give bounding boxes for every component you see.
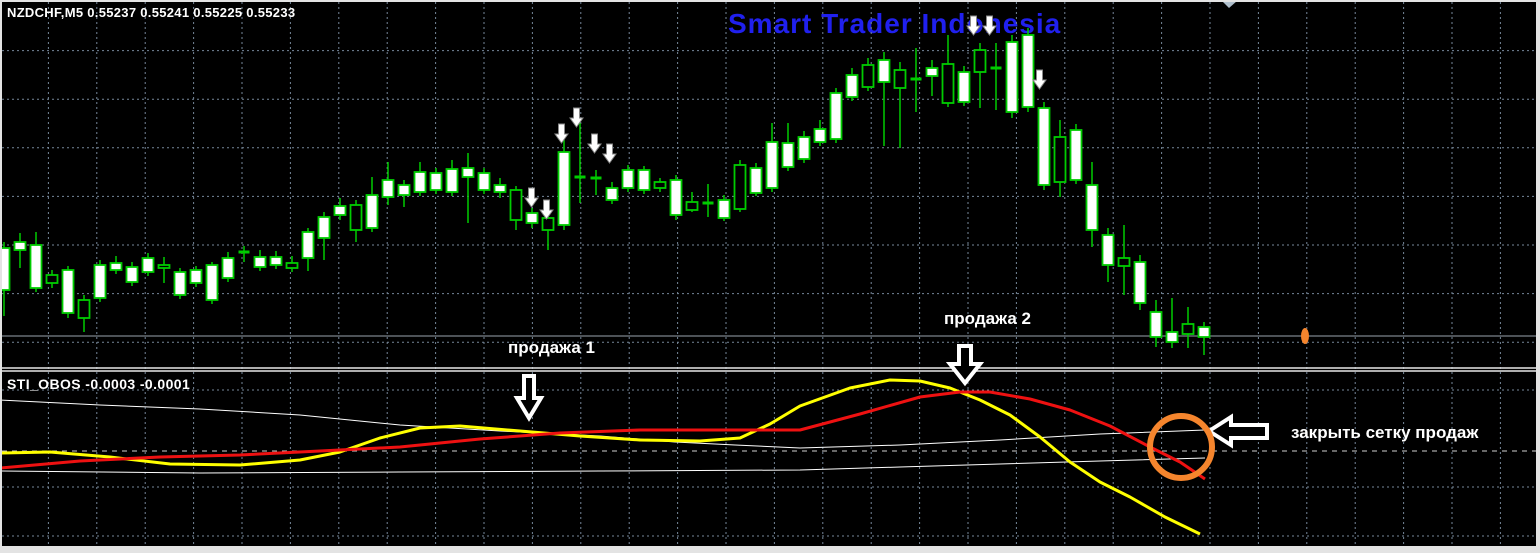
white-lower-line [2,457,1206,474]
grid-lines [2,2,1536,546]
red-signal-line [2,390,1206,481]
markers [1147,2,1309,481]
symbol-ohlc-header: NZDCHF,M5 0.55237 0.55241 0.55225 0.5523… [7,5,296,20]
watermark-text: Smart Trader Indonesia [728,8,1062,39]
orange-price-marker [1301,328,1309,344]
sell-arrow-icon [602,143,617,164]
orange-highlight-circle [1147,413,1215,481]
sell-arrow-icon [554,123,569,144]
subwindow-separator [2,367,1536,372]
sell-arrow-icon [966,15,981,36]
sell-arrow-icon [524,187,539,208]
sell-arrow-icon [587,133,602,154]
annotation-close-grid: закрыть сетку продаж [1291,423,1479,442]
candles [2,28,1211,355]
sell-arrows [524,15,1047,220]
sell-arrow-icon [982,15,997,36]
annotation-arrows [513,344,1269,449]
chart-shift-triangle-icon [1223,2,1236,8]
annotation-sell2: продажа 2 [944,309,1031,328]
sell-arrow-icon [539,199,554,220]
sell-arrow-icon [569,107,584,128]
close-grid-left-arrow-icon [1205,413,1269,449]
sell2-down-arrow-icon [945,344,985,387]
chart-area[interactable]: Smart Trader Indonesia NZDCHF,M5 0.55237… [2,2,1536,546]
level-lines [2,335,1536,452]
indicator-curves [2,378,1206,536]
sell-arrow-icon [1032,69,1047,90]
annotation-sell1: продажа 1 [508,338,595,357]
sell1-down-arrow-icon [513,374,545,422]
yellow-signal-line [2,378,1201,536]
indicator-label: STI_OBOS -0.0003 -0.0001 [7,376,191,392]
chart-canvas[interactable] [2,2,1536,546]
